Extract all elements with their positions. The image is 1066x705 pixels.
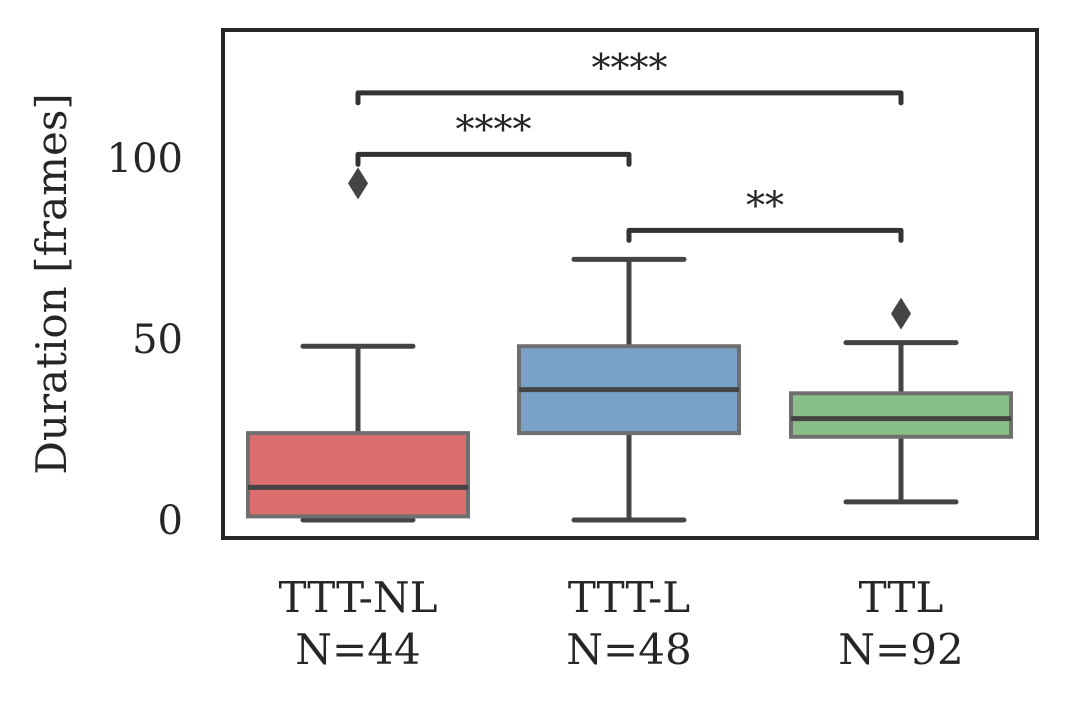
box-group-ttl: [789, 297, 1013, 505]
y-tick-label: 0: [158, 498, 183, 544]
significance-bracket: ****: [355, 46, 904, 106]
bracket-line: [355, 151, 632, 167]
significance-bracket: ****: [355, 107, 632, 167]
significance-label: ****: [456, 107, 532, 151]
significance-bracket: **: [626, 183, 904, 243]
y-tick-label: 100: [107, 136, 183, 182]
outlier-point: [348, 167, 368, 200]
bracket-line: [355, 90, 904, 106]
x-tick-label: TTL: [859, 573, 944, 622]
x-tick-count-label: N=44: [295, 625, 420, 674]
y-tick-label: 50: [132, 317, 183, 363]
x-tick-count-label: N=48: [566, 625, 691, 674]
y-axis-ticks: 0 50 100: [107, 136, 183, 544]
plot-layer: **********: [246, 46, 1013, 523]
box-group-ttt-nl: [246, 167, 470, 523]
box-iqr: [789, 391, 1013, 439]
box-iqr: [246, 431, 470, 519]
x-tick-label: TTT-L: [568, 573, 690, 622]
bracket-line: [626, 227, 904, 243]
significance-label: **: [746, 183, 784, 227]
outlier-point: [891, 297, 911, 330]
x-tick-label: TTT-NL: [278, 573, 437, 622]
significance-label: ****: [592, 46, 668, 90]
y-axis-label: Duration [frames]: [27, 93, 76, 475]
plot-frame: [221, 28, 1039, 540]
x-tick-count-label: N=92: [838, 625, 963, 674]
box-group-ttt-l: [517, 256, 741, 523]
